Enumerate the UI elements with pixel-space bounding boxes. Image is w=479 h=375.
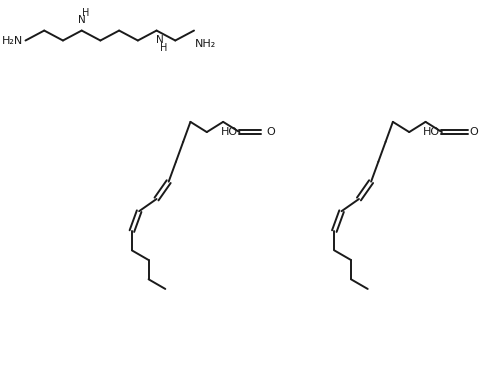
Text: H: H <box>82 8 89 18</box>
Text: H: H <box>160 43 167 53</box>
Text: H₂N: H₂N <box>2 36 23 45</box>
Text: HO: HO <box>220 127 238 137</box>
Text: O: O <box>469 127 478 137</box>
Text: HO: HO <box>423 127 440 137</box>
Text: NH₂: NH₂ <box>195 39 216 49</box>
Text: N: N <box>156 35 163 45</box>
Text: O: O <box>266 127 275 137</box>
Text: N: N <box>78 15 86 25</box>
